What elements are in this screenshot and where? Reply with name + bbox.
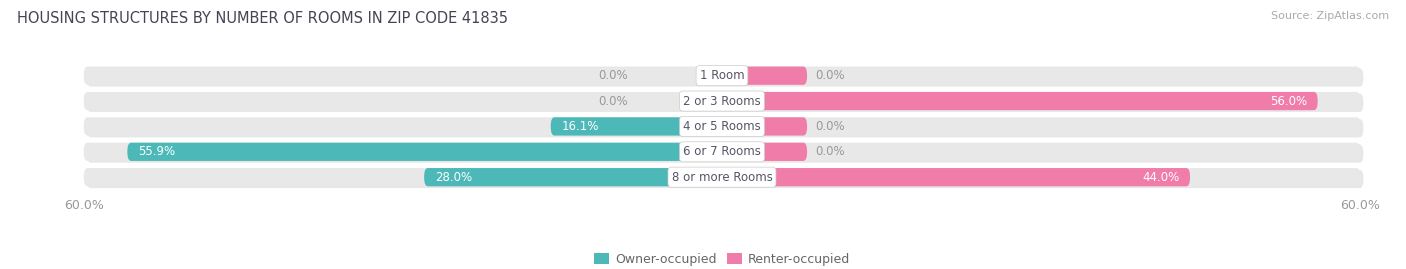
Text: 4 or 5 Rooms: 4 or 5 Rooms (683, 120, 761, 133)
Text: 55.9%: 55.9% (138, 145, 176, 158)
Text: 28.0%: 28.0% (434, 171, 472, 184)
FancyBboxPatch shape (87, 119, 1364, 137)
Text: 1 Room: 1 Room (700, 69, 744, 82)
Text: 6 or 7 Rooms: 6 or 7 Rooms (683, 145, 761, 158)
Text: 0.0%: 0.0% (815, 145, 845, 158)
FancyBboxPatch shape (723, 92, 1317, 110)
Text: HOUSING STRUCTURES BY NUMBER OF ROOMS IN ZIP CODE 41835: HOUSING STRUCTURES BY NUMBER OF ROOMS IN… (17, 11, 508, 26)
FancyBboxPatch shape (87, 170, 1364, 188)
FancyBboxPatch shape (723, 66, 807, 85)
FancyBboxPatch shape (723, 168, 1189, 186)
Text: 56.0%: 56.0% (1270, 94, 1308, 108)
Text: 2 or 3 Rooms: 2 or 3 Rooms (683, 94, 761, 108)
FancyBboxPatch shape (87, 144, 1364, 163)
FancyBboxPatch shape (128, 143, 723, 161)
Text: 0.0%: 0.0% (815, 69, 845, 82)
FancyBboxPatch shape (84, 117, 1360, 136)
Text: 0.0%: 0.0% (599, 69, 628, 82)
Text: Source: ZipAtlas.com: Source: ZipAtlas.com (1271, 11, 1389, 21)
Text: 0.0%: 0.0% (815, 120, 845, 133)
FancyBboxPatch shape (551, 117, 723, 136)
Text: 0.0%: 0.0% (599, 94, 628, 108)
FancyBboxPatch shape (723, 143, 807, 161)
Text: 16.1%: 16.1% (561, 120, 599, 133)
FancyBboxPatch shape (425, 168, 723, 186)
FancyBboxPatch shape (87, 68, 1364, 87)
FancyBboxPatch shape (723, 117, 807, 136)
Legend: Owner-occupied, Renter-occupied: Owner-occupied, Renter-occupied (589, 248, 855, 269)
Text: 8 or more Rooms: 8 or more Rooms (672, 171, 772, 184)
FancyBboxPatch shape (84, 92, 1360, 110)
FancyBboxPatch shape (84, 66, 1360, 85)
FancyBboxPatch shape (87, 94, 1364, 112)
FancyBboxPatch shape (84, 168, 1360, 186)
FancyBboxPatch shape (84, 143, 1360, 161)
Text: 44.0%: 44.0% (1142, 171, 1180, 184)
